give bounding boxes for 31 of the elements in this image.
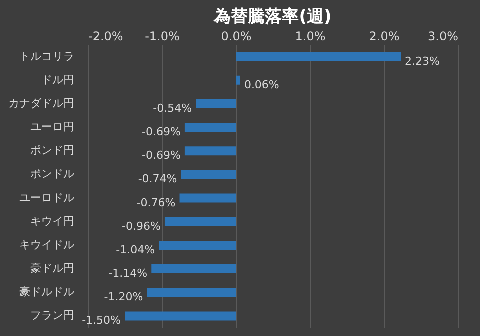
y-tick-label: キウイドル <box>20 238 74 252</box>
chart-title: 為替騰落率(週) <box>213 7 332 27</box>
data-label: -1.50% <box>82 314 121 328</box>
data-label: -0.69% <box>142 149 181 162</box>
data-label: -0.96% <box>122 220 161 233</box>
y-tick-label: トルコリラ <box>20 50 74 63</box>
data-label: -0.54% <box>153 102 192 115</box>
data-label: 0.06% <box>244 78 280 92</box>
data-label: -1.14% <box>108 267 148 280</box>
data-label: 2.23% <box>405 54 440 68</box>
data-label: -1.04% <box>116 243 156 256</box>
y-tick-label: カナダドル円 <box>8 96 74 110</box>
y-tick-label: ユーロドル <box>20 191 74 204</box>
x-tick-label: -2.0% <box>88 30 124 44</box>
y-tick-label: ポンド円 <box>30 144 74 158</box>
y-tick-label: ドル円 <box>42 73 74 86</box>
data-label: -0.76% <box>136 196 176 210</box>
x-tick-label: 1.0% <box>295 30 326 44</box>
x-tick-label: -1.0% <box>145 30 180 44</box>
y-tick-label: フラン円 <box>30 309 74 322</box>
x-tick-label: 2.0% <box>369 30 400 44</box>
y-tick-label: ポンドル <box>30 168 74 181</box>
y-tick-label: ユーロ円 <box>30 120 74 134</box>
y-tick-label: キウイ円 <box>30 214 74 228</box>
data-label: -0.74% <box>138 172 178 186</box>
y-tick-label: 豪ドルドル <box>20 286 74 299</box>
data-label: -1.20% <box>104 290 144 304</box>
y-tick-label: 豪ドル円 <box>30 262 74 276</box>
x-tick-label: 0.0% <box>221 30 252 44</box>
x-tick-label: 3.0% <box>428 30 458 44</box>
data-label: -0.69% <box>142 126 181 139</box>
